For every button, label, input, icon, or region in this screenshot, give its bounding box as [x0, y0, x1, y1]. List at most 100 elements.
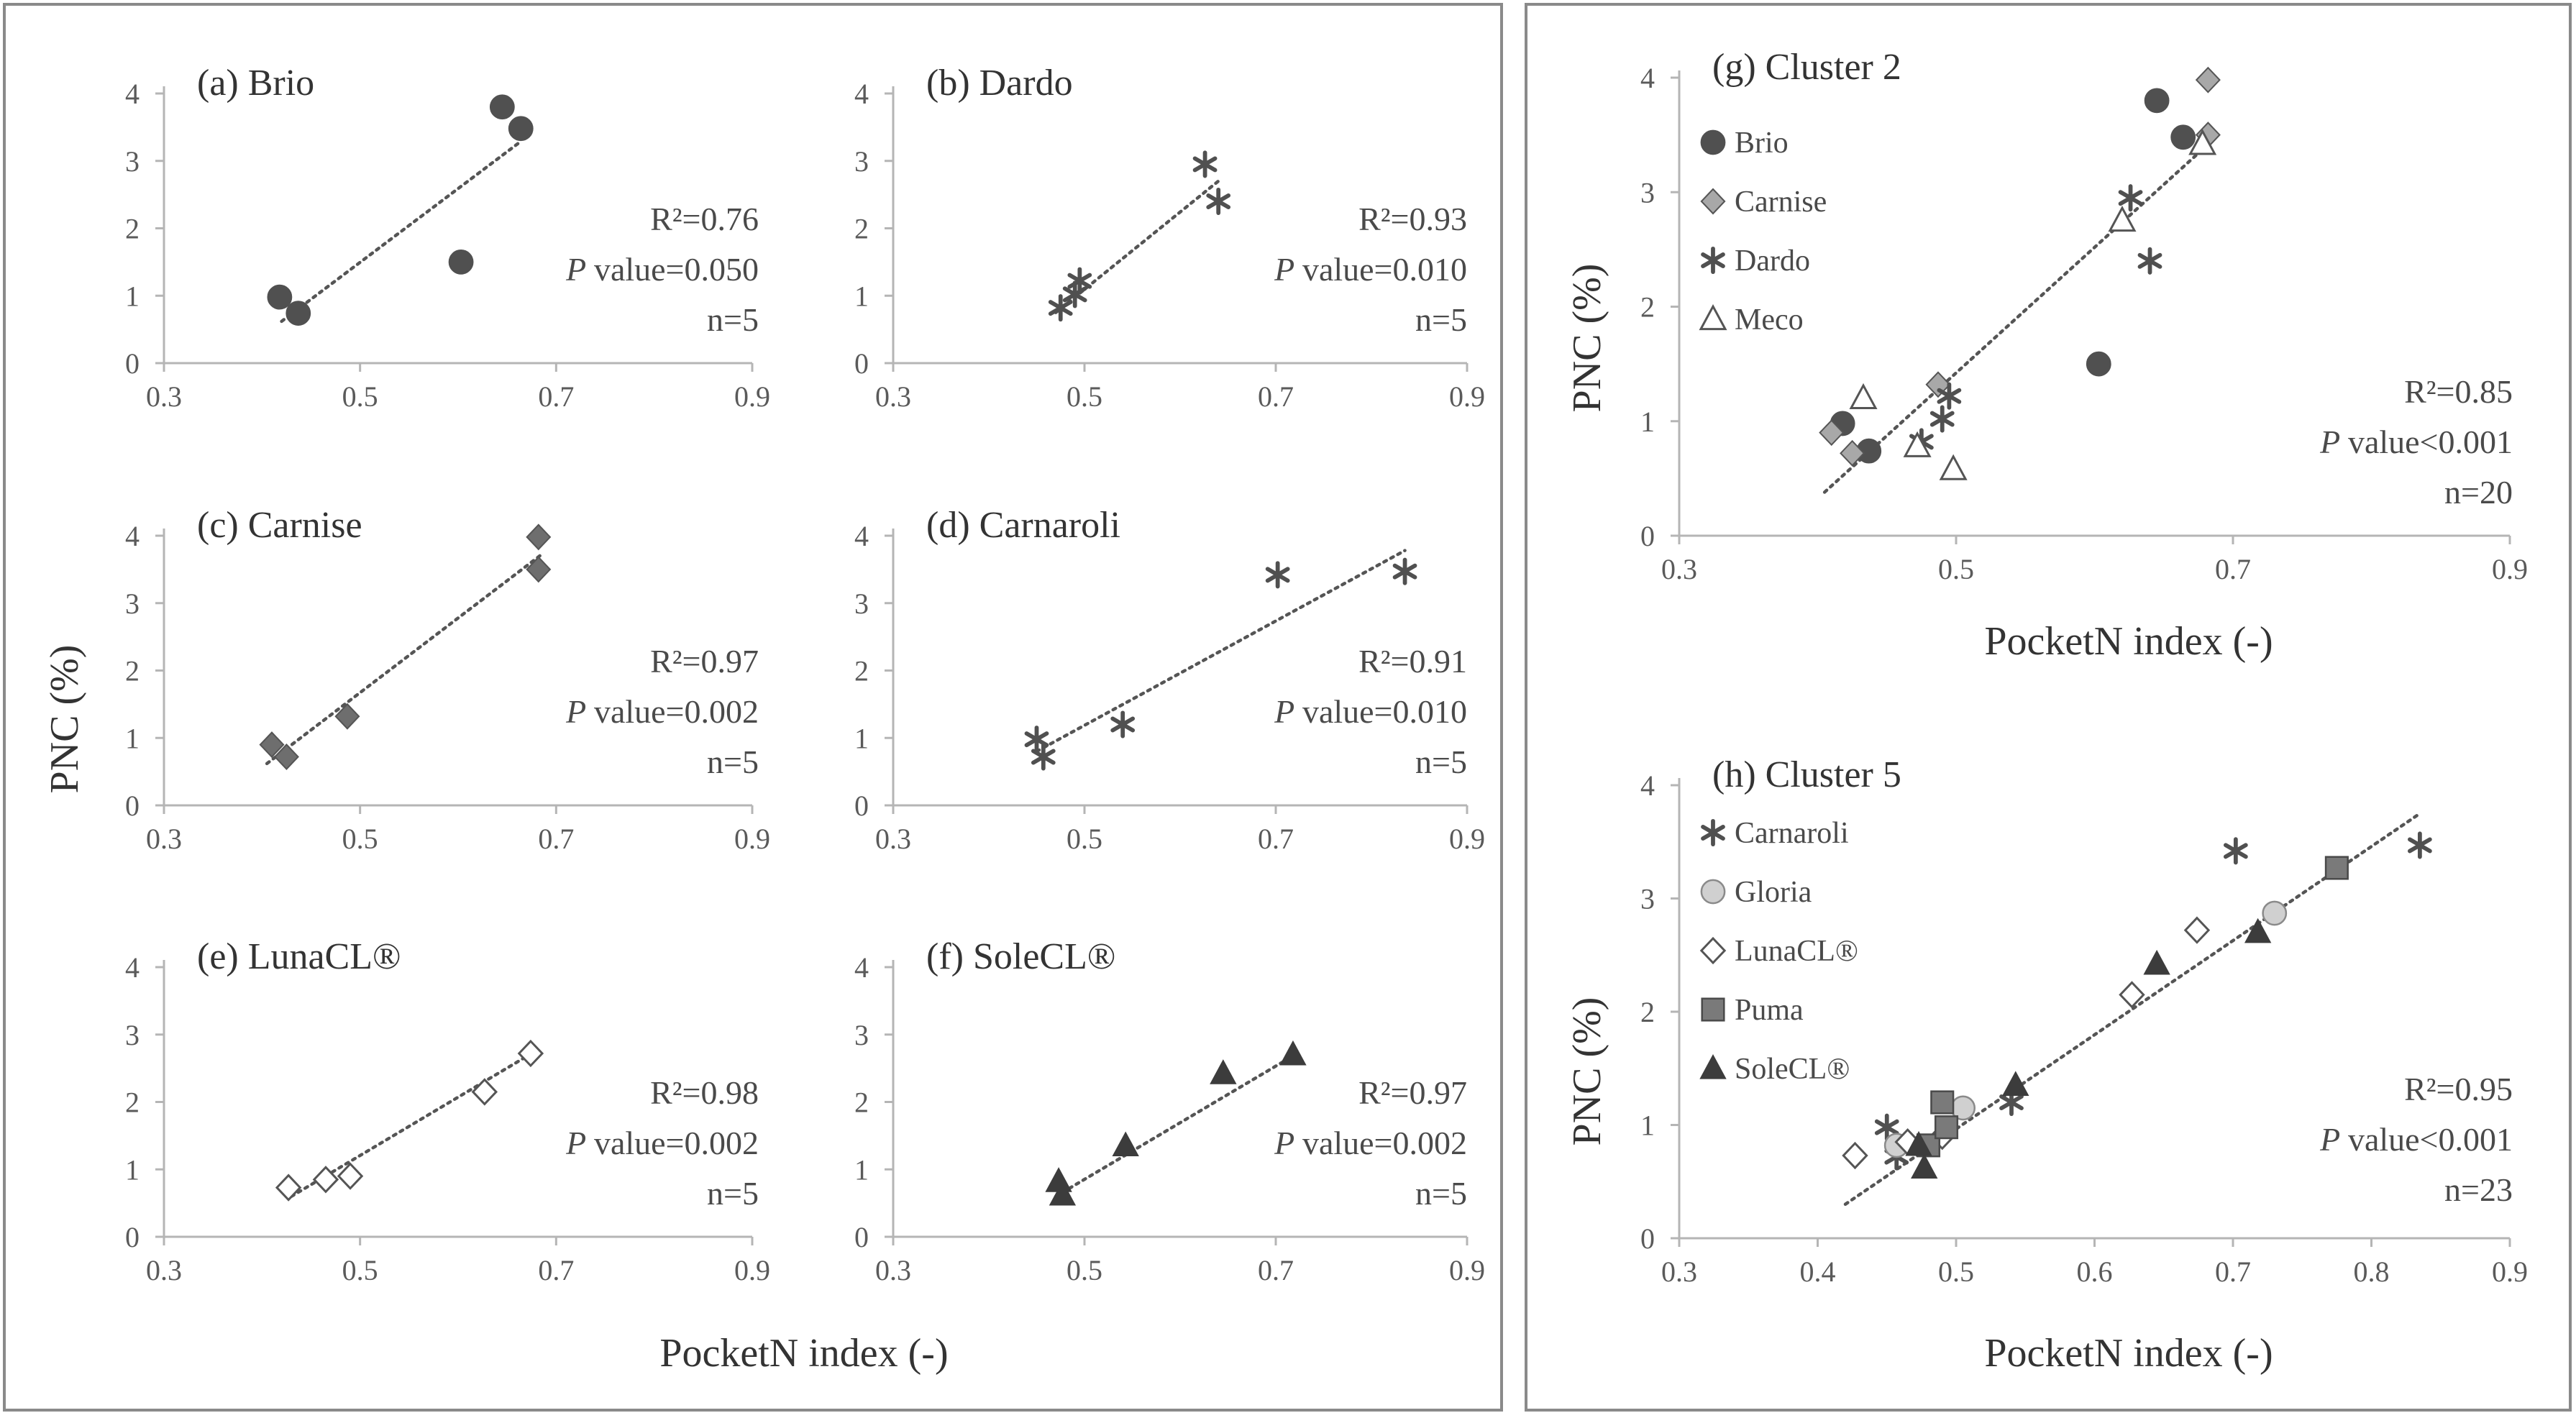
data-point: [1930, 1090, 1955, 1115]
data-point: [1934, 1115, 1959, 1140]
r-squared-label: R²=0.97: [1358, 1074, 1467, 1111]
series-carnise: [1819, 66, 2221, 467]
x-tick-label: 0.5: [1938, 1255, 1974, 1288]
stats-block: R²=0.97 P value=0.002 n=5: [565, 643, 759, 780]
x-tick-label: 0.5: [1067, 380, 1102, 413]
n-label: n=5: [1415, 301, 1467, 338]
legend-marker: [1700, 129, 1726, 155]
chart-panels: 0 1 2 3 4 0.3 0.5 0.7 0.9 (a) Brio R²=0.76 P value=…: [125, 47, 2528, 1288]
legend-marker: [1701, 246, 1725, 275]
data-point: [1849, 383, 1878, 409]
data-point: [1279, 1040, 1307, 1066]
data-point: [267, 284, 293, 310]
x-tick-label: 0.6: [2077, 1255, 2113, 1288]
legend-entry: LunaCL®: [1699, 935, 1858, 968]
x-tick-label: 0.8: [2354, 1255, 2390, 1288]
panel-title: (g) Cluster 2: [1712, 47, 1901, 88]
p-value-label: P value<0.001: [2319, 1121, 2513, 1158]
data-point: [1049, 1180, 1077, 1206]
y-tick-label: 4: [854, 951, 869, 984]
p-value-label: P value=0.010: [1274, 693, 1467, 730]
data-point: [1265, 561, 1290, 589]
series-brio: [267, 94, 534, 326]
p-value-label: P value=0.002: [1274, 1125, 1467, 1161]
data-point: [2119, 981, 2145, 1009]
r-squared-label: R²=0.85: [2404, 373, 2513, 410]
x-tick-label: 0.5: [342, 823, 378, 855]
p-value-label: P value=0.010: [1274, 251, 1467, 288]
y-tick-label: 1: [125, 1153, 140, 1186]
trendline: [280, 139, 524, 324]
data-point: [334, 703, 360, 730]
r-squared-label: R²=0.98: [650, 1074, 759, 1111]
data-point: [1819, 419, 1845, 447]
x-tick-label: 0.5: [342, 380, 378, 413]
x-tick-label: 0.3: [875, 823, 911, 855]
data-point: [2262, 900, 2288, 926]
stats-block: R²=0.91 P value=0.010 n=5: [1274, 643, 1467, 780]
data-point: [1392, 557, 1417, 585]
x-tick-label: 0.4: [1800, 1255, 1836, 1288]
legend-entry: Carnaroli: [1701, 817, 1849, 850]
stats-block: R²=0.93 P value=0.010 n=5: [1274, 201, 1467, 338]
stats-block: R²=0.98 P value=0.002 n=5: [565, 1074, 759, 1212]
y-tick-label: 2: [1640, 291, 1655, 324]
legend-label: Carnaroli: [1735, 817, 1849, 850]
data-point: [2408, 831, 2432, 859]
chart-panel-d: 0 1 2 3 4 0.3 0.5 0.7 0.9 (d) Carnaroli R²=0.91 P v…: [854, 505, 1485, 855]
data-point: [489, 94, 515, 120]
panel-title: (e) LunaCL®: [197, 936, 401, 977]
x-tick-label: 0.5: [1938, 553, 1974, 585]
p-value-label: P value=0.002: [565, 1125, 759, 1161]
y-tick-label: 1: [854, 1153, 869, 1186]
legend-marker: [1701, 818, 1725, 847]
x-tick-label: 0.3: [875, 1254, 911, 1286]
y-tick-label: 1: [854, 280, 869, 312]
legend-entry: Meco: [1699, 303, 1804, 337]
legend-label: Carnise: [1735, 186, 1827, 219]
y-tick-label: 4: [1640, 62, 1655, 94]
x-tick-label: 0.9: [734, 823, 770, 855]
n-label: n=5: [1415, 744, 1467, 780]
data-point: [471, 1078, 498, 1106]
series-lunacl-: [275, 1039, 544, 1202]
data-point: [259, 731, 285, 759]
y-tick-label: 0: [125, 790, 140, 822]
data-point: [2086, 351, 2111, 377]
y-tick-label: 2: [125, 655, 140, 687]
y-tick-label: 1: [854, 722, 869, 754]
y-tick-label: 1: [1640, 1110, 1655, 1142]
data-point: [1929, 405, 1955, 433]
y-tick-label: 3: [125, 145, 140, 178]
x-tick-label: 0.5: [1067, 823, 1102, 855]
n-label: n=5: [707, 301, 759, 338]
x-tick-label: 0.9: [2492, 1255, 2528, 1288]
x-tick-label: 0.7: [2215, 1255, 2251, 1288]
r-squared-label: R²=0.91: [1358, 643, 1467, 680]
chart-panel-a: 0 1 2 3 4 0.3 0.5 0.7 0.9 (a) Brio R²=0.76 P value=…: [125, 63, 770, 413]
data-point: [1192, 150, 1218, 178]
data-point: [1210, 1059, 1237, 1084]
legend-marker: [1699, 936, 1727, 965]
y-tick-label: 0: [125, 347, 140, 380]
r-squared-label: R²=0.93: [1358, 201, 1467, 237]
data-point: [1031, 743, 1056, 771]
legend-label: Meco: [1735, 303, 1804, 337]
x-tick-label: 0.3: [146, 1254, 182, 1286]
trendline: [1822, 139, 2214, 494]
series-puma: [1916, 856, 2349, 1158]
panel-title: (h) Cluster 5: [1712, 754, 1901, 795]
x-tick-label: 0.3: [1661, 553, 1697, 585]
series-solecl-: [1905, 918, 2272, 1179]
y-tick-label: 0: [125, 1221, 140, 1253]
r-squared-label: R²=0.95: [2404, 1071, 2513, 1107]
y-tick-label: 4: [1640, 769, 1655, 802]
x-tick-label: 0.3: [146, 380, 182, 413]
p-value-label: P value=0.002: [565, 693, 759, 730]
panel-title: (d) Carnaroli: [926, 505, 1120, 546]
legend-entry: Carnise: [1700, 186, 1827, 219]
x-tick-label: 0.7: [538, 380, 574, 413]
legend-label: Dardo: [1735, 244, 1810, 278]
series-carnaroli: [1024, 557, 1417, 771]
data-point: [1937, 382, 1962, 410]
